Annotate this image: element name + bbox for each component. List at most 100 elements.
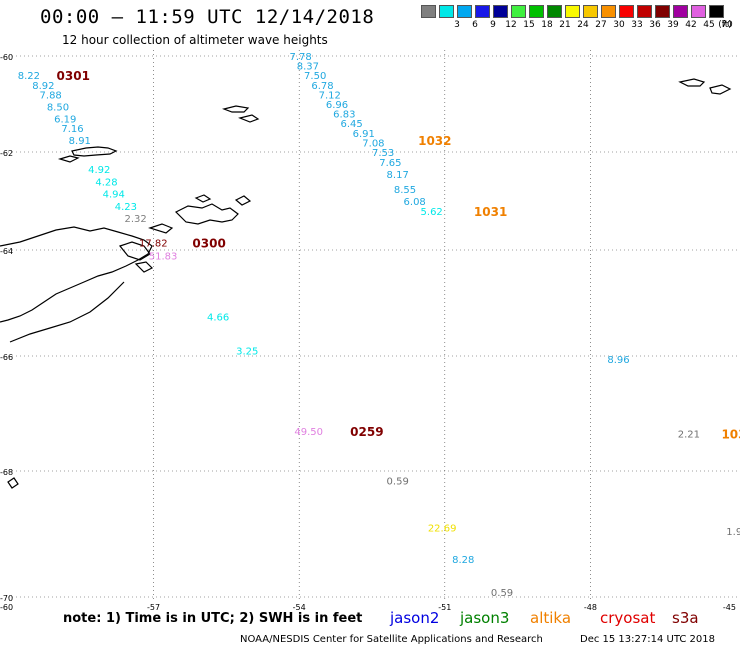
scale-tick-label: 9: [490, 20, 496, 30]
scale-swatch: [421, 5, 436, 18]
scale-tick-label: 21: [559, 20, 571, 30]
scale-swatch: [619, 5, 634, 18]
wave-height-value: 8.37: [297, 62, 319, 73]
wave-height-value: 7.12: [319, 90, 341, 101]
map-subtitle: 12 hour collection of altimeter wave hei…: [62, 33, 328, 47]
footnote: note: 1) Time is in UTC; 2) SWH is in fe…: [63, 611, 363, 626]
scale-swatch: [673, 5, 688, 18]
scale-tick-label: 3: [454, 20, 460, 30]
scale-swatch: [709, 5, 724, 18]
observation-labels: 7.788.377.506.787.126.966.836.456.917.08…: [18, 52, 740, 599]
timestamp: Dec 15 13:27:14 UTC 2018: [580, 634, 715, 645]
scale-tick-label: 39: [667, 20, 679, 30]
wave-height-value: 6.78: [311, 81, 333, 92]
wave-height-value: 4.94: [103, 190, 125, 201]
wave-height-value: 7.88: [40, 90, 62, 101]
wave-height-value: 8.50: [47, 102, 69, 113]
wave-height-value: 2.32: [124, 214, 146, 225]
wave-height-map: -60-62-64-66-68-70-60 -57 -54 -51 -48 -45 7.7…: [0, 50, 740, 610]
map-title: 00:00 – 11:59 UTC 12/14/2018: [40, 6, 375, 28]
longitude-label: -48: [584, 603, 597, 610]
wave-height-value: 8.17: [387, 170, 409, 181]
scale-swatch: [547, 5, 562, 18]
scale-tick-label: 30: [613, 20, 625, 30]
scale-swatch: [529, 5, 544, 18]
wave-height-value: 7.08: [362, 138, 384, 149]
satellite-jason3: jason3: [460, 609, 510, 627]
pass-time-label: 0259: [350, 425, 383, 439]
wave-height-value: 8.96: [607, 355, 629, 366]
scale-swatch: [601, 5, 616, 18]
wave-height-value: 7.65: [379, 158, 401, 169]
wave-height-value: 6.19: [54, 114, 76, 125]
pass-time-label: 1032: [418, 134, 451, 148]
wave-height-value: 8.92: [32, 81, 54, 92]
wave-height-value: 3.25: [236, 347, 258, 358]
scale-tick-label: 24: [577, 20, 589, 30]
longitude-label: -57: [147, 603, 160, 610]
wave-height-value: 5.62: [421, 207, 443, 218]
longitude-label: -60: [0, 603, 13, 610]
scale-swatch: [493, 5, 508, 18]
wave-height-value: 51.83: [149, 251, 178, 262]
latitude-label: -62: [0, 149, 13, 158]
coastline: [0, 78, 732, 489]
scale-tick-label: 70: [721, 20, 733, 30]
wave-height-value: 6.45: [340, 119, 362, 130]
wave-height-value: 7.50: [304, 71, 326, 82]
scale-tick-label: 42: [685, 20, 697, 30]
scale-tick-label: 6: [472, 20, 478, 30]
scale-swatch: [457, 5, 472, 18]
longitude-label: -45: [723, 603, 736, 610]
scale-unit-label: (ft): [718, 20, 732, 30]
wave-height-value: 4.66: [207, 312, 229, 323]
wave-height-value: 7.78: [289, 52, 311, 63]
scale-tick-label: 12: [505, 20, 517, 30]
wave-height-value: 8.28: [452, 555, 474, 566]
pass-time-label: 0300: [192, 237, 225, 251]
scale-swatch: [439, 5, 454, 18]
scale-tick-label: 36: [649, 20, 661, 30]
wave-height-value: 8.91: [69, 136, 91, 147]
satellite-altika: altika: [530, 609, 572, 627]
scale-tick-label: 27: [595, 20, 607, 30]
wave-height-value: 4.23: [115, 202, 137, 213]
latitude-label: -70: [0, 594, 13, 603]
satellite-cryosat: cryosat: [600, 609, 656, 627]
wave-height-value: 4.28: [95, 177, 117, 188]
lat-lon-grid: -60-62-64-66-68-70-60 -57 -54 -51 -48 -45: [0, 50, 740, 610]
scale-swatch: [691, 5, 706, 18]
wave-height-value: 22.69: [428, 524, 457, 535]
credit-line: NOAA/NESDIS Center for Satellite Applica…: [240, 634, 543, 645]
wave-height-value: 2.21: [678, 430, 700, 441]
wave-height-value: 6.91: [353, 129, 375, 140]
latitude-label: -64: [0, 247, 13, 256]
scale-tick-label: 18: [541, 20, 553, 30]
latitude-label: -60: [0, 53, 13, 62]
satellite-s3a: s3a: [672, 609, 699, 627]
latitude-label: -66: [0, 353, 13, 362]
scale-swatch: [475, 5, 490, 18]
longitude-label: -54: [293, 603, 306, 610]
wave-height-value: 0.59: [491, 588, 513, 599]
scale-swatch: [511, 5, 526, 18]
scale-swatch: [583, 5, 598, 18]
wave-height-value: 8.55: [394, 185, 416, 196]
wave-height-value: 4.92: [88, 165, 110, 176]
scale-swatch: [655, 5, 670, 18]
wave-height-value: 6.08: [404, 197, 426, 208]
pass-time-label: 0301: [57, 69, 90, 83]
wave-height-value: 6.96: [326, 100, 348, 111]
wave-height-value: 7.53: [372, 148, 394, 159]
scale-swatch: [565, 5, 580, 18]
wave-height-value: 17.82: [139, 239, 168, 250]
wave-height-value: 1.9: [726, 527, 740, 538]
satellite-jason2: jason2: [390, 609, 440, 627]
wave-height-value: 0.59: [387, 476, 409, 487]
scale-tick-label: 15: [523, 20, 535, 30]
scale-swatch: [637, 5, 652, 18]
latitude-label: -68: [0, 468, 13, 477]
wave-height-value: 49.50: [294, 427, 323, 438]
longitude-label: -51: [438, 603, 451, 610]
